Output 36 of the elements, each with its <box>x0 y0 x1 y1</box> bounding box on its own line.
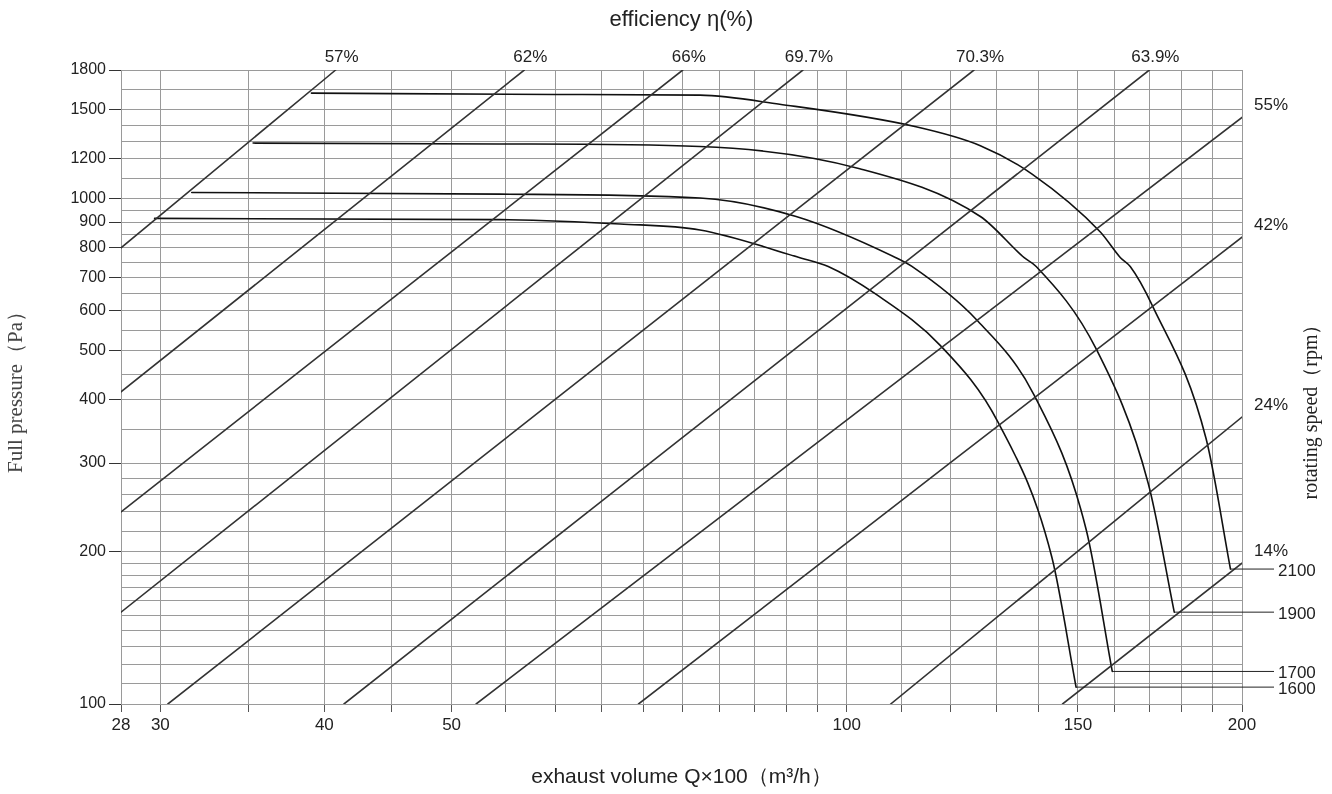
y-tick-label: 1200 <box>70 149 107 167</box>
x-tick-label: 30 <box>150 714 170 734</box>
series-label: 66% <box>671 47 706 67</box>
y-tick-label: 300 <box>79 453 107 471</box>
series-label: 69.7% <box>784 47 834 67</box>
y-tick-label: 200 <box>79 542 107 560</box>
x-tick-label: 200 <box>1227 714 1257 734</box>
series-label: 14% <box>1254 540 1289 560</box>
y-tick-label: 500 <box>79 341 107 359</box>
y-tick-label: 100 <box>79 694 107 712</box>
series-label: 70.3% <box>955 47 1005 67</box>
series-label: 63.9% <box>1131 47 1180 67</box>
y-tick-label: 900 <box>79 212 107 230</box>
x-tick-label: 28 <box>111 714 131 734</box>
y-tick-label: 800 <box>79 238 107 256</box>
x-tick-label: 100 <box>832 714 861 734</box>
y-tick-label: 1800 <box>70 60 107 78</box>
y-axis-title: Full pressure（Pa） <box>3 300 28 474</box>
x-axis-title: exhaust volume Q×100（m³/h） <box>531 764 832 788</box>
text: 2100 <box>1278 560 1316 580</box>
x-tick-label: 40 <box>314 714 334 734</box>
text: 1900 <box>1278 603 1316 623</box>
x-tick-label: 50 <box>442 714 462 734</box>
y-tick-label: 1000 <box>70 189 107 207</box>
series-label: 42% <box>1254 214 1289 234</box>
series-label: 62% <box>513 47 548 67</box>
y-tick-label: 700 <box>79 267 107 285</box>
series-label: 24% <box>1254 394 1289 414</box>
series-label: 57% <box>324 47 359 67</box>
x-tick-label: 150 <box>1063 714 1093 734</box>
y-tick-label: 1500 <box>70 100 107 118</box>
series-label: 55% <box>1254 95 1289 115</box>
y-tick-label: 600 <box>79 301 107 319</box>
chart-title: efficiency η(%) <box>609 6 754 32</box>
y-tick-label: 400 <box>79 390 107 408</box>
y2-axis-title: rotating speed（rpm） <box>1299 314 1323 500</box>
